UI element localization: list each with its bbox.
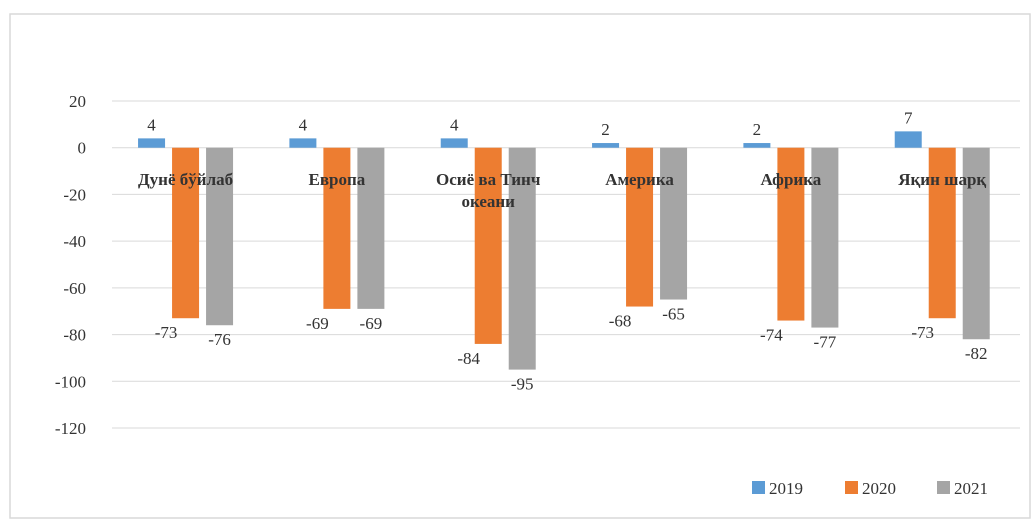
y-tick-label: 20 bbox=[69, 92, 86, 111]
category-label: океани bbox=[461, 192, 515, 211]
data-label: -73 bbox=[155, 323, 178, 342]
data-label: -73 bbox=[911, 323, 934, 342]
bar-2021 bbox=[660, 147, 688, 300]
bar-2020 bbox=[928, 147, 956, 319]
bar-2020 bbox=[777, 147, 805, 321]
y-tick-label: -20 bbox=[63, 185, 86, 204]
y-tick-label: 0 bbox=[78, 139, 87, 158]
bar-2020 bbox=[172, 147, 200, 319]
bar-2019 bbox=[289, 138, 317, 148]
y-axis-ticks: 20 0 -20 -40 -60 -80 -100 -120 bbox=[55, 92, 86, 438]
bar-2019 bbox=[592, 143, 620, 148]
category-label: Осиё ва Тинч bbox=[436, 170, 541, 189]
data-label: -68 bbox=[609, 312, 632, 331]
data-label: -74 bbox=[760, 326, 783, 345]
data-label: -65 bbox=[662, 305, 685, 324]
y-tick-label: -40 bbox=[63, 232, 86, 251]
legend-swatch-2019 bbox=[752, 481, 765, 494]
legend-label: 2019 bbox=[769, 479, 803, 498]
category-label: Европа bbox=[309, 170, 366, 189]
data-label: -69 bbox=[360, 314, 383, 333]
y-tick-label: -60 bbox=[63, 279, 86, 298]
legend: 2019 2020 2021 bbox=[752, 479, 988, 498]
data-label: -69 bbox=[306, 314, 329, 333]
bar-2021 bbox=[811, 147, 839, 328]
category-label: Дунё бўйлаб bbox=[138, 170, 233, 189]
bar-2019 bbox=[138, 138, 166, 148]
bar-2021 bbox=[962, 147, 990, 340]
data-label: 4 bbox=[450, 115, 459, 134]
legend-label: 2021 bbox=[954, 479, 988, 498]
bar-2021 bbox=[357, 147, 385, 309]
bar-2019 bbox=[743, 143, 771, 148]
data-label: -77 bbox=[814, 333, 837, 352]
bar-2021 bbox=[508, 147, 536, 370]
data-label: -84 bbox=[457, 349, 480, 368]
bar-2020 bbox=[626, 147, 654, 307]
bars bbox=[138, 131, 990, 370]
bar-2021 bbox=[206, 147, 234, 326]
data-label: 2 bbox=[601, 120, 610, 139]
data-label: -95 bbox=[511, 375, 534, 394]
y-tick-label: -120 bbox=[55, 419, 86, 438]
category-labels: Дунё бўйлаб Европа Осиё ва Тинч океани Амери… bbox=[138, 170, 986, 211]
data-label: 4 bbox=[147, 115, 156, 134]
legend-label: 2020 bbox=[862, 479, 896, 498]
bar-2019 bbox=[440, 138, 468, 148]
data-label: -82 bbox=[965, 344, 988, 363]
y-tick-label: -80 bbox=[63, 326, 86, 345]
data-label: 2 bbox=[753, 120, 762, 139]
y-tick-label: -100 bbox=[55, 372, 86, 391]
bar-2020 bbox=[323, 147, 351, 309]
category-label: Африка bbox=[761, 170, 822, 189]
data-labels: 4 -73 -76 4 -69 -69 4 -84 -95 2 -68 -65 2 -74 -77 7 -73 -… bbox=[147, 108, 987, 393]
category-label: Америка bbox=[605, 170, 674, 189]
data-label: 7 bbox=[904, 108, 913, 127]
category-label: Яқин шарқ bbox=[898, 170, 986, 189]
data-label: 4 bbox=[299, 115, 308, 134]
bar-2020 bbox=[474, 147, 502, 344]
legend-swatch-2020 bbox=[845, 481, 858, 494]
bar-2019 bbox=[894, 131, 922, 148]
gridlines bbox=[112, 100, 1020, 429]
data-label: -76 bbox=[208, 330, 231, 349]
legend-swatch-2021 bbox=[937, 481, 950, 494]
